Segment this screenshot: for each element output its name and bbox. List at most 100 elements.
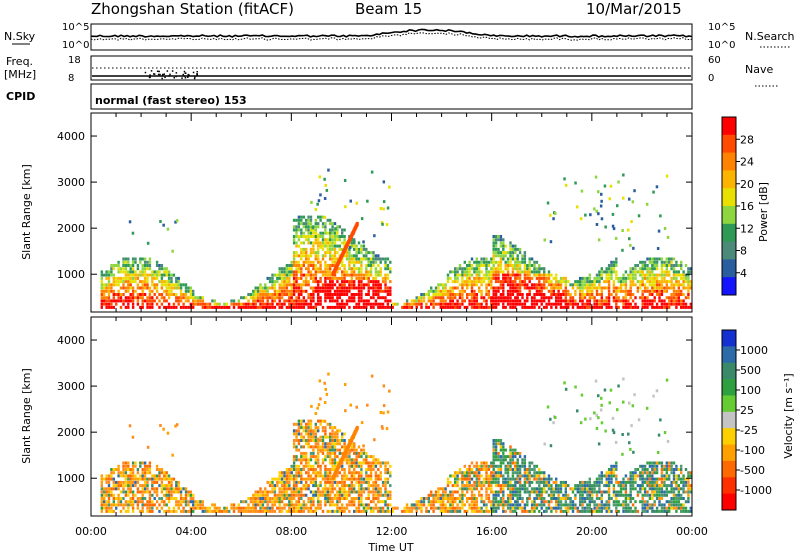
power-cell <box>446 276 450 280</box>
power-cell <box>454 286 457 290</box>
power-cell <box>511 305 515 309</box>
velocity-cell <box>341 445 344 449</box>
velocity-cell <box>569 487 572 491</box>
power-cell <box>192 302 195 306</box>
power-cell <box>326 247 329 251</box>
power-cell <box>360 286 363 290</box>
velocity-cell <box>131 484 135 488</box>
velocity-cell <box>305 487 308 491</box>
power-cell <box>331 296 334 300</box>
power-cell <box>365 254 368 258</box>
velocity-cell <box>494 442 498 446</box>
power-cell <box>633 189 636 193</box>
power-cell <box>504 273 507 277</box>
velocity-cell <box>300 477 303 481</box>
power-cell <box>300 299 303 303</box>
power-cell <box>331 264 334 267</box>
power-cell <box>538 289 541 293</box>
velocity-cell <box>266 503 269 507</box>
power-cell <box>218 302 221 306</box>
velocity-cell <box>559 500 563 504</box>
power-cell <box>547 273 551 277</box>
power-cell <box>386 273 390 277</box>
velocity-cell <box>131 480 135 484</box>
velocity-cell <box>184 500 188 504</box>
power-cell <box>350 257 353 261</box>
velocity-cell <box>494 455 498 459</box>
power-cell <box>360 273 363 277</box>
velocity-cell <box>326 493 329 497</box>
velocity-cell <box>540 487 543 491</box>
velocity-cell <box>456 474 459 478</box>
power-cell <box>141 283 144 287</box>
velocity-cell <box>273 477 277 481</box>
velocity-cell <box>362 509 366 513</box>
power-cell <box>247 305 250 309</box>
velocity-cell <box>348 455 351 459</box>
velocity-cell <box>475 506 478 510</box>
power-cell <box>475 273 478 277</box>
power-cell <box>600 217 604 221</box>
velocity-cell <box>357 509 361 513</box>
velocity-cell <box>110 477 113 481</box>
power-cell <box>323 215 327 219</box>
power-cell <box>456 280 459 284</box>
velocity-cell <box>300 432 303 436</box>
velocity-cell <box>100 480 103 484</box>
power-cell <box>103 296 106 300</box>
velocity-cell <box>478 464 481 468</box>
power-cell <box>499 238 503 242</box>
velocity-cell <box>141 497 144 500</box>
power-cell <box>526 299 529 303</box>
power-cell <box>309 215 313 219</box>
velocity-cell <box>538 487 541 491</box>
power-cell <box>665 280 668 284</box>
power-cell <box>658 296 661 300</box>
power-cell <box>595 223 599 226</box>
power-cell <box>653 280 656 284</box>
power-cell <box>336 276 339 280</box>
power-cell <box>350 283 353 287</box>
velocity-cell <box>204 509 207 513</box>
power-cell <box>360 260 363 264</box>
power-cell <box>369 296 373 300</box>
velocity-cell <box>430 503 433 507</box>
velocity-cell <box>143 497 147 500</box>
velocity-cell <box>326 455 329 459</box>
power-cell <box>254 289 257 293</box>
velocity-cell <box>454 474 457 478</box>
velocity-cell <box>475 477 478 481</box>
power-cell <box>341 241 344 245</box>
velocity-cell <box>115 468 118 471</box>
power-cell <box>256 299 260 303</box>
power-cell <box>516 283 519 287</box>
velocity-cell <box>470 487 474 491</box>
power-cell <box>549 213 552 217</box>
power-cell <box>369 273 373 277</box>
velocity-cell <box>115 484 118 488</box>
power-cell <box>473 270 476 274</box>
power-cell <box>627 228 630 232</box>
velocity-cell <box>324 487 327 491</box>
velocity-cell <box>297 439 301 442</box>
power-cell <box>290 299 293 303</box>
velocity-cell <box>300 480 303 484</box>
power-cell <box>112 283 115 287</box>
velocity-cell <box>177 506 180 510</box>
velocity-cell <box>417 506 421 510</box>
power-cell <box>129 270 132 274</box>
velocity-cell <box>112 503 115 507</box>
freq-point <box>149 74 151 76</box>
velocity-cell <box>579 509 582 513</box>
velocity-cell <box>100 493 103 497</box>
power-cell <box>160 283 164 287</box>
velocity-cell <box>324 429 327 433</box>
power-cell <box>567 299 570 303</box>
power-cell <box>675 260 678 264</box>
power-cell <box>341 289 344 293</box>
power-cell <box>292 228 296 232</box>
power-cell <box>333 299 337 303</box>
power-cell <box>506 260 510 264</box>
power-cell <box>629 276 632 280</box>
power-cell <box>682 283 685 287</box>
